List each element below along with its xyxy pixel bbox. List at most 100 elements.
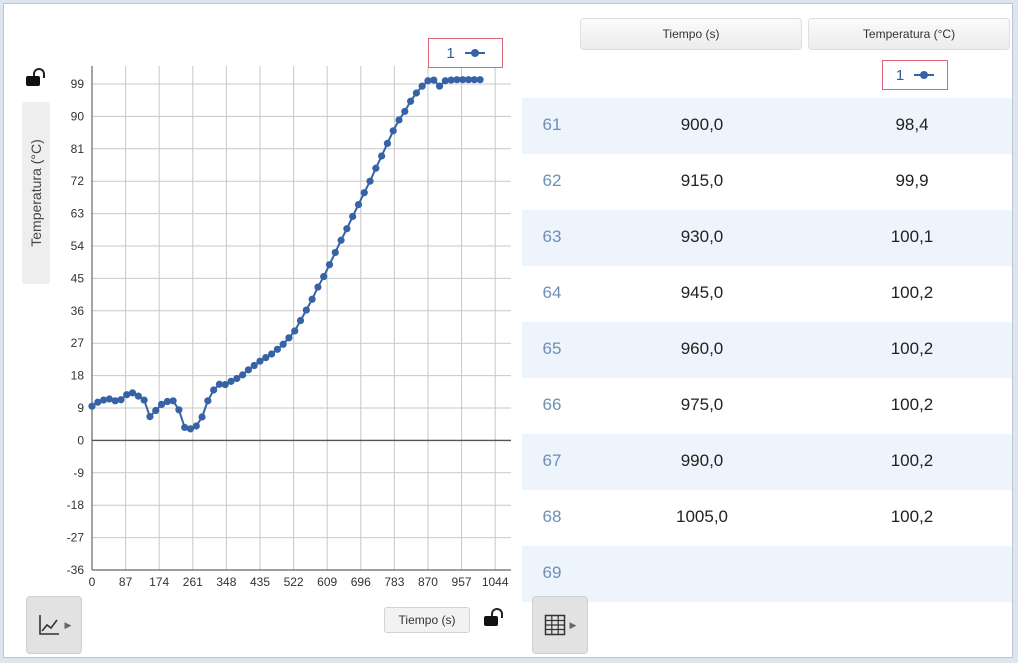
row-number: 65 [542,339,562,358]
table-tools-button[interactable]: ▶ [532,596,588,654]
dropdown-arrow-icon: ▶ [569,619,577,630]
app-window: Temperatura (°C) 0 87 174 261 348 435 522 609 69… [3,3,1013,658]
data-point [291,327,299,335]
data-point [128,389,137,397]
x-tick-label: 261 [183,575,203,589]
x-tick-label: 348 [216,575,236,589]
data-point [435,82,444,90]
x-tick-label: 609 [317,575,337,589]
temperature-cell[interactable]: 98,4 [895,115,929,134]
column-header-time[interactable]: Tiempo (s) [580,18,802,50]
y-tick-label: 54 [71,239,85,253]
y-tick-label: 72 [71,174,85,188]
data-point [320,273,328,281]
data-point [140,396,148,404]
table-row[interactable]: 67 990,0 100,2 [522,434,1012,490]
time-cell[interactable]: 900,0 [680,115,724,134]
series-number: 1 [895,66,905,84]
y-tick-label: 18 [71,369,85,383]
x-tick-label: 870 [418,575,438,589]
data-point [227,377,235,385]
temperature-cell[interactable]: 100,1 [890,227,934,246]
graph-tools-button[interactable]: ▶ [26,596,82,654]
temperature-cell[interactable]: 100,2 [890,339,934,358]
data-point [395,116,403,124]
data-point [250,361,258,370]
time-cell[interactable]: 960,0 [680,339,724,358]
table-row[interactable]: 64 945,0 100,2 [522,266,1012,322]
data-point [296,316,305,325]
data-point [372,164,380,172]
data-point [181,423,189,432]
x-axis-lock-icon[interactable] [484,608,503,626]
x-tick-label: 435 [250,575,270,589]
row-number: 69 [542,563,562,582]
temperature-cell[interactable]: 100,2 [890,507,934,526]
data-point [360,189,368,197]
data-point [123,391,131,399]
temperature-cell[interactable]: 100,2 [890,283,934,302]
column-header-temperature[interactable]: Temperatura (°C) [808,18,1010,50]
data-point [134,392,142,400]
x-tick-label: 957 [452,575,472,589]
time-cell[interactable]: 930,0 [680,227,724,246]
data-point [354,201,363,209]
data-point [117,396,125,404]
temperature-cell[interactable]: 100,2 [890,451,934,470]
data-point [267,350,276,358]
y-axis-lock-icon[interactable] [26,68,45,86]
data-point [239,371,247,379]
y-tick-label: -36 [67,563,85,577]
data-point [285,334,293,342]
data-point [401,107,409,115]
y-tick-label: 99 [71,77,85,91]
data-point [163,397,171,406]
y-axis-label-button[interactable] [22,102,50,284]
x-tick-label: 783 [384,575,404,589]
temperature-cell[interactable]: 99,9 [895,171,929,190]
temperature-graph[interactable]: 0 87 174 261 348 435 522 609 696 783 870 957 1044999… [4,4,522,604]
x-tick-label: 696 [351,575,371,589]
data-point [430,76,438,84]
data-point [94,398,102,406]
y-tick-label: 63 [71,207,85,221]
data-point [459,76,467,84]
table-series-badge[interactable]: 1 [882,60,948,90]
graph-series-badge[interactable]: 1 [428,38,503,68]
data-point [378,152,386,160]
row-number: 66 [542,395,562,414]
time-cell[interactable]: 1005,0 [676,507,728,526]
table-row[interactable]: 69 [522,546,1012,602]
table-row[interactable]: 61 900,0 98,4 [522,98,1012,154]
row-number: 67 [542,451,562,470]
row-number: 61 [542,115,562,134]
time-cell[interactable]: 915,0 [680,171,724,190]
table-row[interactable]: 63 930,0 100,1 [522,210,1012,266]
data-point [198,413,206,421]
data-point [325,261,334,269]
data-point [157,400,166,408]
table-row[interactable]: 68 1005,0 100,2 [522,490,1012,546]
row-number: 68 [542,507,562,526]
x-tick-label: 0 [89,575,96,589]
data-point [186,425,195,433]
x-tick-label: 522 [284,575,304,589]
table-grid-icon [544,614,565,636]
data-point [470,76,478,84]
time-cell[interactable]: 975,0 [680,395,724,414]
table-row[interactable]: 62 915,0 99,9 [522,154,1012,210]
data-point [441,77,449,85]
data-point [302,306,310,314]
temperature-cell[interactable]: 100,2 [890,395,934,414]
row-number: 63 [542,227,562,246]
x-axis-label-button[interactable]: Tiempo (s) [384,607,470,633]
data-point [406,97,415,105]
data-point [314,283,322,291]
table-row[interactable]: 65 960,0 100,2 [522,322,1012,378]
data-point [175,406,183,414]
table-row[interactable]: 66 975,0 100,2 [522,378,1012,434]
data-point [349,212,357,221]
data-point [99,396,108,404]
time-cell[interactable]: 990,0 [680,451,724,470]
time-cell[interactable]: 945,0 [680,283,724,302]
